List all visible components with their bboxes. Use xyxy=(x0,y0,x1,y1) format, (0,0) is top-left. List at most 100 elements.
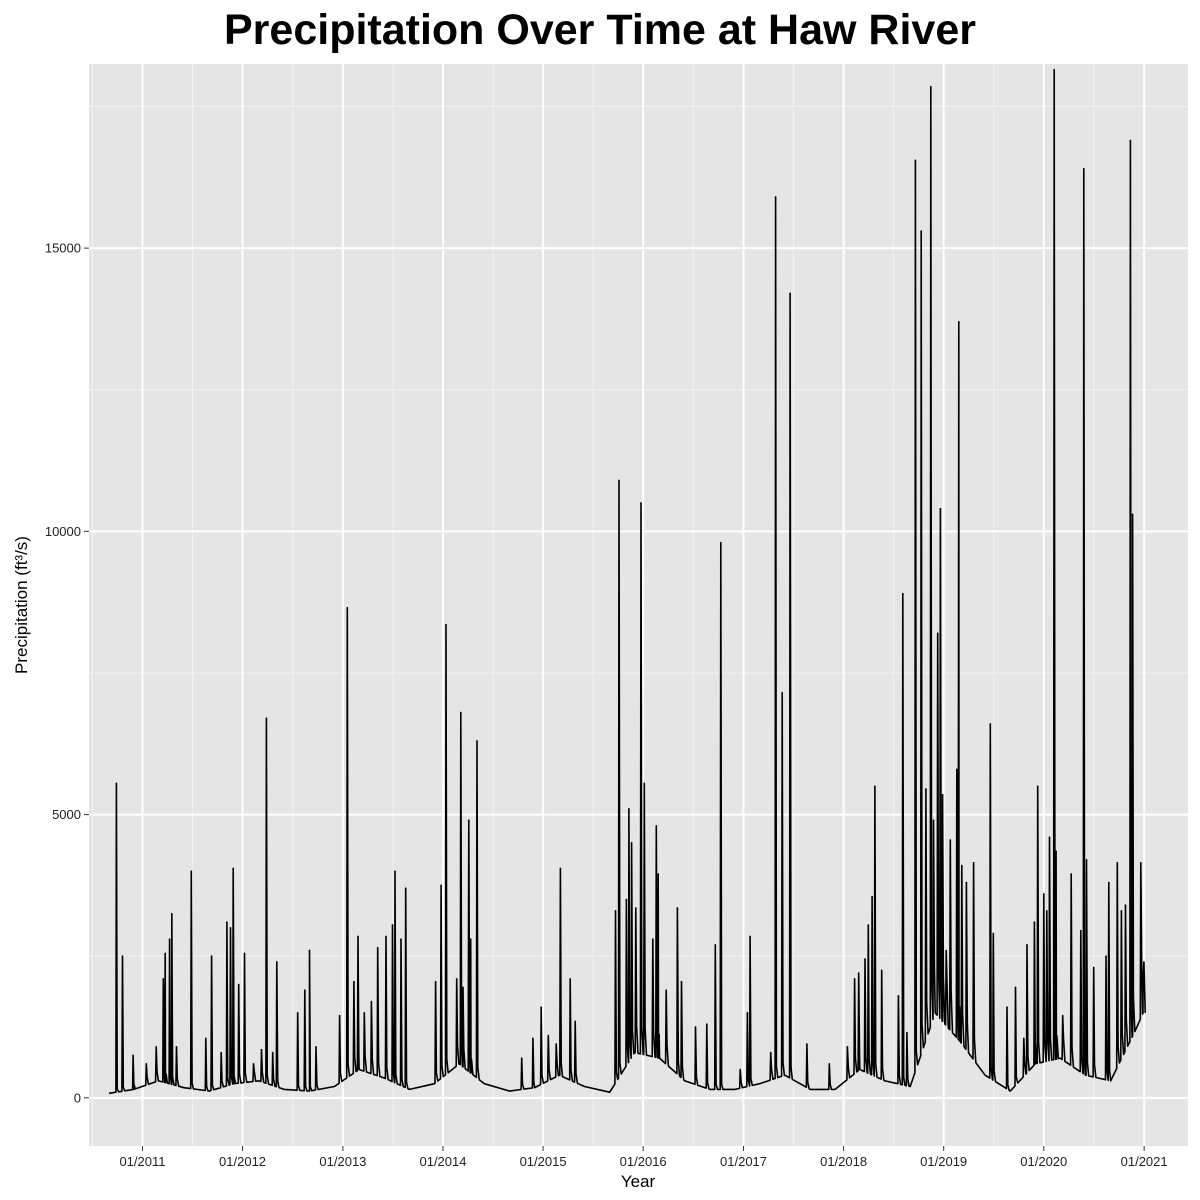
peak-point xyxy=(540,1006,542,1008)
peak-point xyxy=(945,949,947,952)
peak-point xyxy=(252,1063,255,1065)
peak-point xyxy=(520,1057,523,1059)
peak-point xyxy=(643,782,646,785)
peak-point xyxy=(363,1012,366,1014)
peak-point xyxy=(404,887,407,889)
peak-point xyxy=(232,867,234,870)
peak-point xyxy=(346,607,349,609)
peak-point xyxy=(746,1012,749,1014)
x-axis-title: Year xyxy=(621,1172,656,1191)
peak-point xyxy=(445,624,447,626)
peak-point xyxy=(171,912,173,915)
x-tick-label: 01/2018 xyxy=(820,1154,867,1169)
peak-point xyxy=(1092,966,1095,969)
peak-point xyxy=(1083,168,1085,170)
peak-point xyxy=(1026,944,1028,946)
peak-point xyxy=(357,935,359,938)
peak-point xyxy=(190,870,193,873)
peak-point xyxy=(789,292,791,295)
peak-point xyxy=(1055,850,1057,853)
peak-point xyxy=(956,768,958,771)
peak-point xyxy=(168,938,171,940)
peak-point xyxy=(706,1023,708,1025)
y-tick-label: 0 xyxy=(74,1090,81,1105)
peak-point xyxy=(229,927,232,929)
plot-panel xyxy=(89,64,1188,1146)
peak-point xyxy=(769,1051,772,1054)
peak-point xyxy=(1023,1037,1025,1040)
peak-point xyxy=(220,1051,222,1054)
peak-point xyxy=(630,842,633,844)
peak-point xyxy=(559,867,562,870)
peak-point xyxy=(210,955,213,957)
x-tick-label: 01/2020 xyxy=(1020,1154,1067,1169)
peak-point xyxy=(1006,1006,1008,1008)
peak-point xyxy=(676,907,679,909)
peak-point xyxy=(394,870,396,873)
peak-point xyxy=(989,723,992,725)
peak-point xyxy=(1033,921,1036,923)
peak-point xyxy=(468,819,470,822)
peak-point xyxy=(569,978,571,980)
peak-point xyxy=(961,864,963,867)
peak-point xyxy=(260,1048,263,1051)
peak-point xyxy=(714,944,717,946)
peak-point xyxy=(614,910,617,912)
data-layer xyxy=(108,68,1146,1095)
peak-point xyxy=(625,898,628,901)
peak-point xyxy=(941,794,944,796)
peak-point xyxy=(932,819,935,822)
peak-point xyxy=(547,1034,550,1037)
peak-point xyxy=(864,958,866,960)
peak-point xyxy=(1053,68,1055,71)
peak-point xyxy=(440,884,442,887)
peak-point xyxy=(1105,955,1107,957)
x-tick-label: 01/2011 xyxy=(119,1154,165,1169)
peak-point xyxy=(115,782,118,785)
peak-point xyxy=(226,921,228,923)
x-tick-label: 01/2014 xyxy=(419,1154,466,1169)
peak-point xyxy=(1043,893,1045,895)
peak-point xyxy=(902,592,904,595)
peak-point xyxy=(920,230,922,232)
peak-point xyxy=(308,949,311,952)
peak-point xyxy=(992,932,995,935)
peak-point xyxy=(1142,980,1144,983)
peak-point xyxy=(1140,862,1142,864)
peak-point xyxy=(965,881,968,884)
peak-point xyxy=(385,935,387,938)
peak-point xyxy=(925,788,927,790)
peak-point xyxy=(897,995,900,997)
peak-point xyxy=(1014,986,1017,989)
peak-point xyxy=(936,632,939,635)
peak-point xyxy=(1080,929,1082,932)
x-tick-label: 01/2016 xyxy=(620,1154,667,1169)
peak-point xyxy=(972,862,975,864)
peak-point xyxy=(175,1046,178,1048)
y-tick-label: 15000 xyxy=(45,241,81,256)
x-tick-label: 01/2015 xyxy=(520,1154,567,1169)
peak-point xyxy=(304,989,306,991)
peak-point xyxy=(618,479,620,482)
peak-point xyxy=(400,938,402,940)
peak-point xyxy=(958,321,960,323)
x-tick-label: 01/2021 xyxy=(1121,1154,1168,1169)
peak-point xyxy=(469,938,472,940)
peak-point xyxy=(1061,1014,1064,1017)
peak-point xyxy=(155,1046,157,1048)
peak-point xyxy=(930,85,932,88)
peak-point xyxy=(145,1063,148,1065)
peak-point xyxy=(476,740,478,742)
peak-point xyxy=(237,983,240,986)
peak-point xyxy=(628,808,630,810)
peak-point xyxy=(871,895,873,898)
peak-point xyxy=(370,1000,373,1003)
peak-point xyxy=(455,978,458,980)
peak-point xyxy=(914,159,917,162)
peak-point xyxy=(657,873,659,875)
peak-point xyxy=(162,978,165,980)
peak-point xyxy=(353,980,355,983)
peak-point xyxy=(1108,881,1110,884)
y-tick-label: 5000 xyxy=(52,807,81,822)
